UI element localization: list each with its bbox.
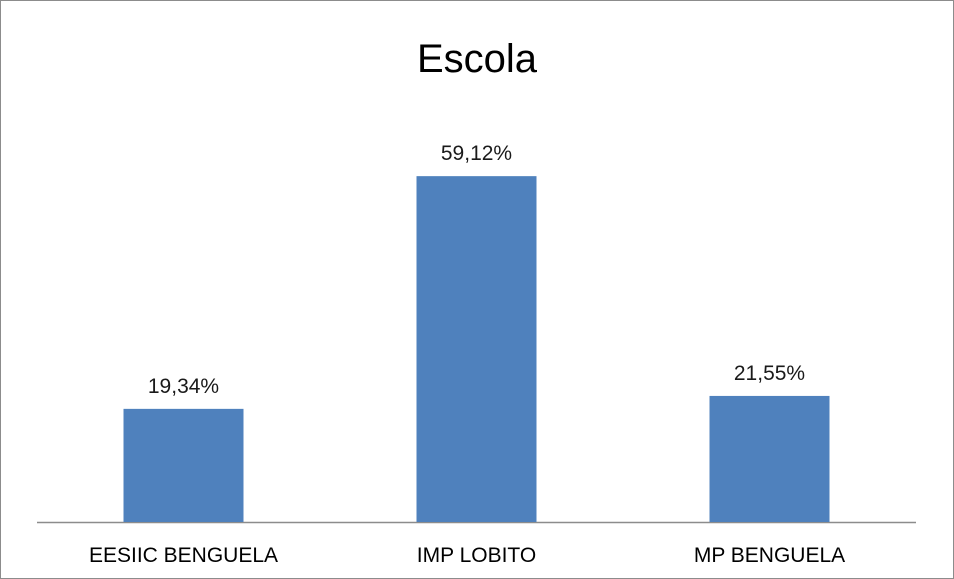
bar-mp-benguela xyxy=(710,396,830,522)
category-label: IMP LOBITO xyxy=(417,544,536,567)
bar-eesiic-benguela xyxy=(124,409,244,522)
data-label: 21,55% xyxy=(734,362,805,385)
bar-imp-lobito xyxy=(417,176,537,522)
data-label: 19,34% xyxy=(148,375,219,398)
category-label: MP BENGUELA xyxy=(694,544,845,567)
category-label: EESIIC BENGUELA xyxy=(89,544,278,567)
data-label: 59,12% xyxy=(441,142,512,165)
